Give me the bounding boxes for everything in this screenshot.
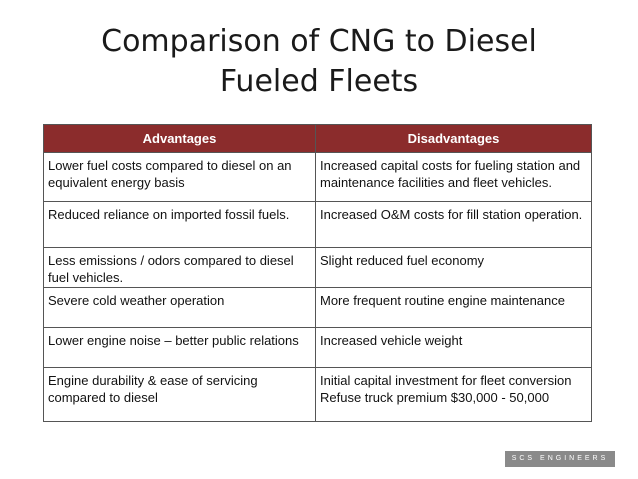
column-header-disadvantages: Disadvantages (315, 124, 592, 153)
slide-title-line-2: Fueled Fleets (219, 64, 419, 99)
disadvantage-text: Initial capital investment for fleet con… (320, 373, 572, 388)
comparison-table: Advantages Disadvantages Lower fuel cost… (43, 124, 592, 422)
table-row: Lower engine noise – better public relat… (43, 327, 592, 368)
advantage-cell: Less emissions / odors compared to diese… (43, 247, 316, 288)
advantage-cell: Severe cold weather operation (43, 287, 316, 328)
advantage-cell: Lower fuel costs compared to diesel on a… (43, 152, 316, 202)
slide-title-line-1: Comparison of CNG to Diesel (101, 24, 537, 59)
table-row: Engine durability & ease of servicing co… (43, 367, 592, 422)
disadvantage-cell: Increased O&M costs for fill station ope… (315, 201, 592, 248)
column-header-advantages: Advantages (43, 124, 316, 153)
disadvantage-extra-text: Refuse truck premium $30,000 - 50,000 (320, 390, 550, 405)
scs-engineers-logo: SCS ENGINEERS (505, 451, 615, 467)
advantage-cell: Lower engine noise – better public relat… (43, 327, 316, 368)
advantage-cell: Engine durability & ease of servicing co… (43, 367, 316, 422)
advantage-cell: Reduced reliance on imported fossil fuel… (43, 201, 316, 248)
table-row: Reduced reliance on imported fossil fuel… (43, 201, 592, 248)
slide-title: Comparison of CNG to Diesel Fueled Fleet… (0, 22, 638, 102)
disadvantage-cell: More frequent routine engine maintenance (315, 287, 592, 328)
disadvantage-cell: Initial capital investment for fleet con… (315, 367, 592, 422)
disadvantage-cell: Increased capital costs for fueling stat… (315, 152, 592, 202)
table-row: Severe cold weather operation More frequ… (43, 287, 592, 328)
disadvantage-cell: Increased vehicle weight (315, 327, 592, 368)
table-header-row: Advantages Disadvantages (43, 124, 592, 153)
table-row: Less emissions / odors compared to diese… (43, 247, 592, 288)
disadvantage-cell: Slight reduced fuel economy (315, 247, 592, 288)
table-row: Lower fuel costs compared to diesel on a… (43, 152, 592, 202)
